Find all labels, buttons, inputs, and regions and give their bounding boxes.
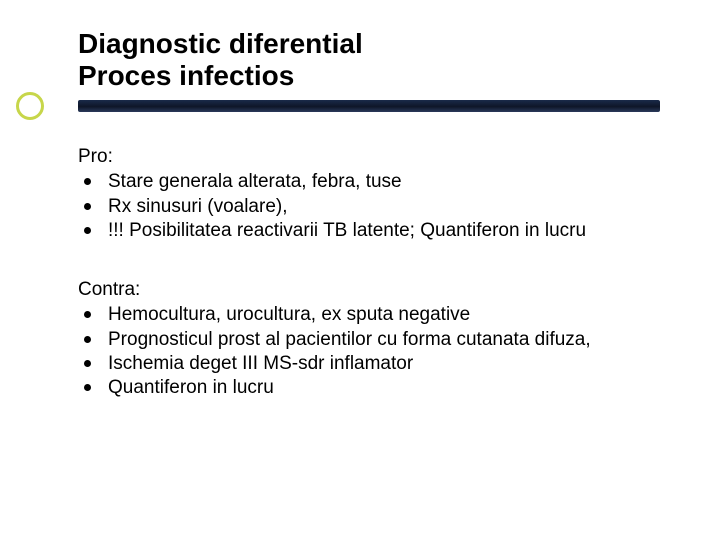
list-item: Rx sinusuri (voalare), [78,195,660,219]
list-item: Hemocultura, urocultura, ex sputa negati… [78,303,660,327]
title-line-2: Proces infectios [78,60,660,92]
list-item: Stare generala alterata, febra, tuse [78,170,660,194]
section-label-contra: Contra: [78,279,660,301]
title-block: Diagnostic diferential Proces infectios [78,28,660,112]
title-line-1: Diagnostic diferential [78,28,660,60]
slide-container: Diagnostic diferential Proces infectios … [0,0,720,431]
title-underline [78,100,660,112]
list-item: !!! Posibilitatea reactivarii TB latente… [78,219,660,243]
section-pro: Pro: Stare generala alterata, febra, tus… [78,146,660,243]
section-contra: Contra: Hemocultura, urocultura, ex sput… [78,279,660,400]
list-item: Quantiferon in lucru [78,376,660,400]
accent-dot-decoration [16,92,44,120]
list-item: Prognosticul prost al pacientilor cu for… [78,328,660,352]
content-area: Pro: Stare generala alterata, febra, tus… [78,146,660,400]
list-item: Ischemia deget III MS-sdr inflamator [78,352,660,376]
bullet-list-contra: Hemocultura, urocultura, ex sputa negati… [78,303,660,400]
section-spacer [78,243,660,279]
section-label-pro: Pro: [78,146,660,168]
bullet-list-pro: Stare generala alterata, febra, tuse Rx … [78,170,660,243]
